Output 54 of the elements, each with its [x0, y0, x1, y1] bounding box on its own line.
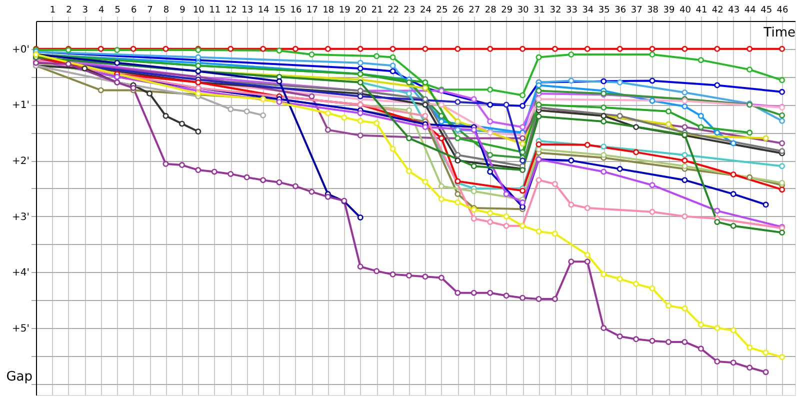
- x-tick-label: 4: [98, 6, 105, 16]
- x-tick-label: 28: [484, 6, 497, 16]
- x-tick-label: 42: [712, 6, 724, 16]
- x-tick-label: 17: [306, 6, 318, 16]
- y-tick-label: +2': [12, 156, 30, 168]
- x-tick-label: 29: [501, 6, 513, 16]
- x-tick-label: 19: [338, 6, 351, 16]
- x-tick-label: 45: [760, 6, 772, 16]
- x-tick-label: 46: [776, 6, 789, 16]
- x-tick-label: 11: [209, 6, 221, 16]
- x-tick-label: 12: [225, 6, 237, 16]
- y-axis-title: Gap: [6, 370, 32, 384]
- x-tick-label: 26: [452, 6, 464, 16]
- x-tick-label: 14: [258, 6, 270, 16]
- x-tick-label: 8: [163, 6, 170, 16]
- x-tick-label: 16: [290, 6, 302, 16]
- x-tick-label: 10: [192, 6, 205, 16]
- y-tick-label: +1': [12, 100, 30, 112]
- y-tick-label: +4': [12, 268, 30, 279]
- x-tick-label: 34: [582, 6, 594, 16]
- x-tick-label: 22: [388, 6, 400, 16]
- x-tick-label: 33: [566, 6, 578, 16]
- x-tick-label: 5: [114, 6, 120, 16]
- x-tick-label: 43: [728, 6, 740, 16]
- x-tick-label: 7: [147, 6, 153, 16]
- x-tick-label: 13: [242, 6, 254, 16]
- x-tick-label: 32: [550, 6, 562, 16]
- x-tick-label: 6: [130, 6, 137, 16]
- x-tick-label: 1: [50, 6, 56, 16]
- y-tick-label: +3': [12, 212, 30, 223]
- y-tick-label: +5': [12, 324, 30, 335]
- x-tick-label: 40: [679, 6, 692, 16]
- y-tick-label: +0': [12, 44, 30, 56]
- x-tick-label: 31: [534, 6, 545, 16]
- x-tick-label: 24: [420, 6, 432, 16]
- x-tick-label: 20: [355, 6, 367, 16]
- x-tick-label: 41: [696, 6, 708, 16]
- x-tick-label: 37: [630, 6, 642, 16]
- x-tick-label: 39: [663, 6, 675, 16]
- x-tick-label: 23: [404, 6, 416, 16]
- x-tick-label: 27: [468, 6, 480, 16]
- x-tick-label: 21: [371, 6, 383, 16]
- x-tick-label: 38: [647, 6, 659, 16]
- x-tick-label: 30: [517, 6, 530, 16]
- x-tick-label: 36: [614, 6, 626, 16]
- x-tick-label: 44: [744, 6, 756, 16]
- x-tick-label: 18: [322, 6, 334, 16]
- x-tick-label: 9: [180, 6, 186, 16]
- x-tick-label: 25: [436, 6, 448, 16]
- x-tick-label: 15: [274, 6, 286, 16]
- x-tick-label: 35: [598, 6, 610, 16]
- x-tick-label: 2: [66, 6, 72, 16]
- x-axis-title: Time: [762, 26, 796, 40]
- x-tick-label: 3: [82, 6, 88, 16]
